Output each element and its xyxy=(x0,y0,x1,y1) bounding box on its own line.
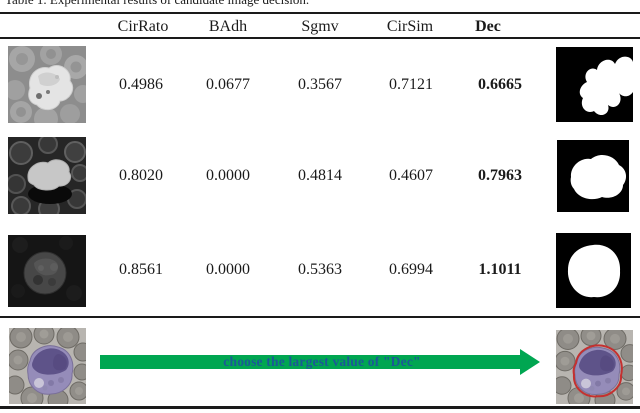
cell-cirrato-row1: 0.4986 xyxy=(119,76,163,93)
cell-cirrato-row2: 0.8020 xyxy=(119,167,163,184)
decision-arrow-shaft xyxy=(100,355,520,369)
table-rule-bottom xyxy=(0,406,640,409)
blood-smear-image xyxy=(9,328,86,404)
column-header-badh: BAdh xyxy=(208,18,248,35)
segmentation-mask-1 xyxy=(556,47,633,122)
cell-sgmv-row3: 0.5363 xyxy=(298,261,342,278)
microscopy-image-1 xyxy=(8,46,86,123)
decision-arrow-head xyxy=(520,349,540,375)
cell-dec-row2: 0.7963 xyxy=(478,167,522,184)
microscopy-image-3 xyxy=(8,235,86,307)
candidate-cell-image-3 xyxy=(8,235,86,307)
table-rule-mid xyxy=(0,316,640,318)
cell-cirsim-row3: 0.6994 xyxy=(389,261,433,278)
column-header-cirrato: CirRato xyxy=(117,18,169,35)
red-contour xyxy=(572,344,623,398)
table-rule-under-header xyxy=(0,37,640,39)
cell-sgmv-row1: 0.3567 xyxy=(298,76,342,93)
candidate-cell-image-1 xyxy=(8,46,86,123)
cell-sgmv-row2: 0.4814 xyxy=(298,167,342,184)
cell-badh-row1: 0.0677 xyxy=(206,76,250,93)
cell-dec-row3: 1.1011 xyxy=(478,261,522,278)
microscopy-image-2 xyxy=(8,137,86,214)
cell-dec-row1: 0.6665 xyxy=(478,76,522,93)
segmentation-mask-2 xyxy=(557,140,629,212)
decision-arrow-label: choose the largest value of "Dec" xyxy=(223,354,421,369)
table-rule-top xyxy=(0,12,640,14)
column-header-dec: Dec xyxy=(475,18,501,35)
blood-smear-result-image xyxy=(556,330,633,404)
cell-badh-row3: 0.0000 xyxy=(206,261,250,278)
segmentation-mask-3 xyxy=(556,233,631,308)
candidate-cell-image-2 xyxy=(8,137,86,214)
binary-mask-image-2 xyxy=(557,140,629,212)
binary-mask-image-3 xyxy=(556,233,631,308)
cell-badh-row2: 0.0000 xyxy=(206,167,250,184)
stained-cell-image-with-contour xyxy=(556,330,633,404)
column-header-cirsim: CirSim xyxy=(386,18,434,35)
table-caption: Table 1. Experimental results of candida… xyxy=(5,0,640,9)
cell-cirrato-row3: 0.8561 xyxy=(119,261,163,278)
table-caption-text: Table 1. Experimental results of candida… xyxy=(5,0,640,8)
column-header-sgmv: Sgmv xyxy=(301,18,339,35)
cell-cirsim-row2: 0.4607 xyxy=(389,167,433,184)
stained-cell-image xyxy=(9,328,86,404)
binary-mask-image-1 xyxy=(556,47,633,122)
cell-cirsim-row1: 0.7121 xyxy=(389,76,433,93)
